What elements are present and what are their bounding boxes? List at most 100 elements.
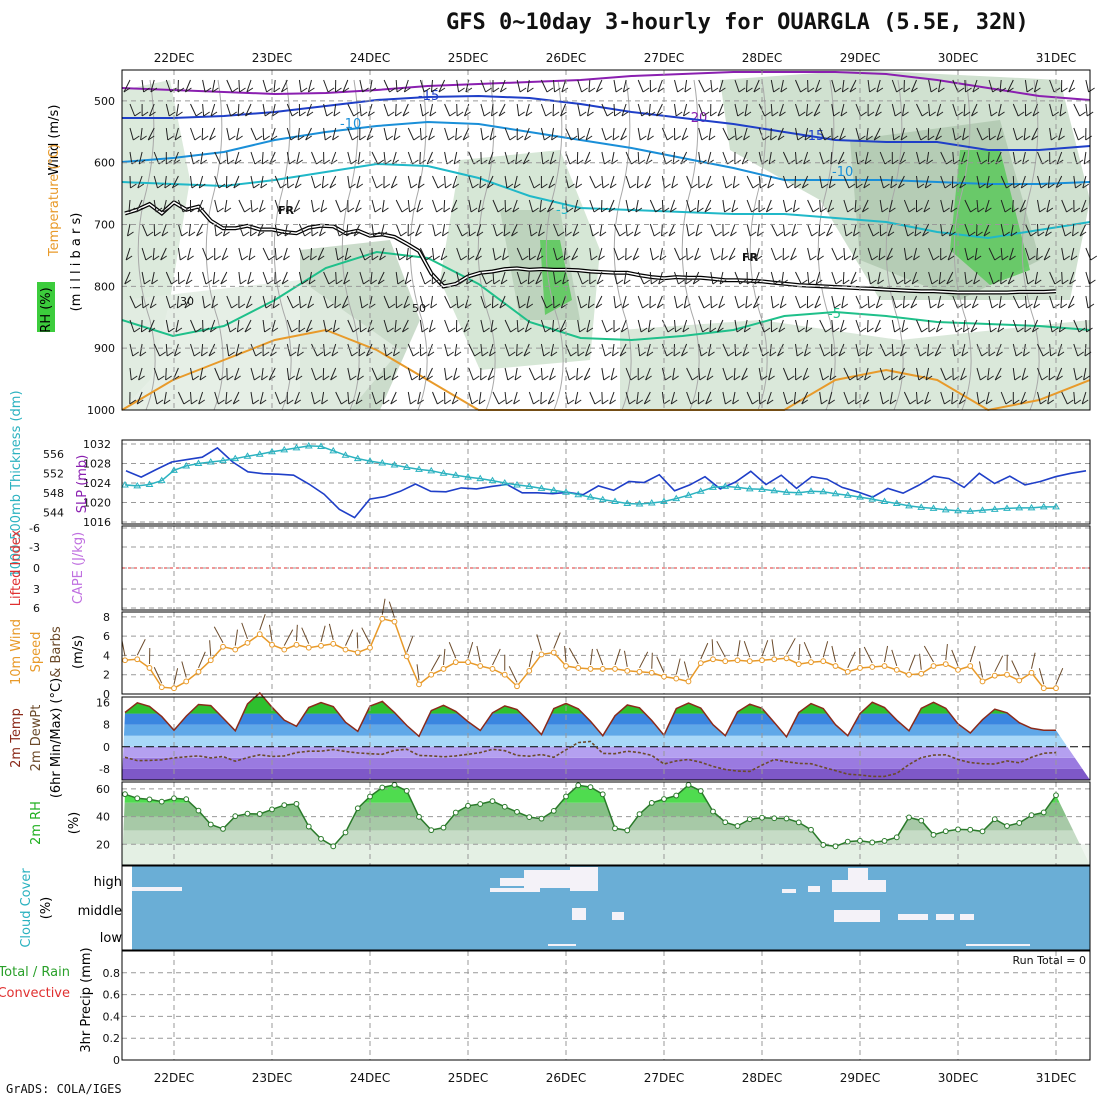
wind-barb xyxy=(202,247,208,261)
wind-barb xyxy=(917,399,924,405)
wind-barb xyxy=(270,135,278,141)
rh-tick: 40 xyxy=(96,811,110,824)
wind-barb xyxy=(357,375,364,381)
wind-barb xyxy=(500,271,506,285)
wind10m-marker xyxy=(930,663,937,669)
wind-barb xyxy=(1087,303,1095,309)
wind-barb xyxy=(770,223,778,237)
wind-barb xyxy=(719,279,727,285)
wind-barb xyxy=(226,319,231,333)
wind-barb xyxy=(226,375,234,381)
rh-marker xyxy=(710,808,716,815)
wind-barb xyxy=(643,391,651,405)
wind-barb xyxy=(793,399,801,405)
wind10m-marker xyxy=(991,672,998,679)
wind-barb xyxy=(674,319,677,333)
wind-barb xyxy=(1012,103,1019,117)
wind-barb xyxy=(544,135,551,141)
wind-barb xyxy=(444,103,451,117)
wind-barb xyxy=(637,183,644,189)
wind-barb xyxy=(571,255,578,261)
wind-barb xyxy=(1027,279,1035,285)
wind-barb xyxy=(952,103,958,117)
wind-barb xyxy=(315,375,323,381)
wind-barb xyxy=(646,351,654,357)
wind-barb xyxy=(295,367,300,381)
wind-barb xyxy=(837,159,845,165)
wind10m-marker xyxy=(342,646,349,653)
wind-barb xyxy=(350,375,357,381)
wind-barb xyxy=(950,199,954,213)
wind-barb xyxy=(246,303,253,309)
wind-barb xyxy=(1022,159,1029,165)
wind-barb xyxy=(492,199,499,213)
rh-contour xyxy=(749,79,768,411)
wind-barb xyxy=(760,183,767,189)
thickness-marker xyxy=(353,454,362,462)
wind-barb-10m xyxy=(553,632,561,649)
cloud-gap xyxy=(548,944,576,946)
wind-barb xyxy=(250,151,256,165)
wind-barb xyxy=(828,399,835,405)
precip-tick: 0.8 xyxy=(103,967,121,980)
wind-barb xyxy=(330,375,337,381)
wind-barb xyxy=(838,343,845,357)
li-tick: 3 xyxy=(33,583,40,596)
wind-barb-10m xyxy=(743,641,751,658)
wind-barb xyxy=(139,351,147,357)
wind10m-marker xyxy=(538,651,545,658)
wind-barb xyxy=(731,207,739,213)
wind-barb xyxy=(163,399,171,405)
thickness-tick: 544 xyxy=(43,506,64,519)
wind-barb xyxy=(286,343,291,357)
wind-barb xyxy=(409,207,416,213)
wind-barb xyxy=(928,103,931,117)
wind-barb xyxy=(642,87,650,93)
wind-barb xyxy=(303,255,310,261)
wind-barb xyxy=(670,391,675,405)
wind-barb xyxy=(855,319,861,333)
wind-barb xyxy=(792,199,796,213)
thickness-marker xyxy=(635,499,644,507)
wind-barb xyxy=(706,375,714,381)
wind-barb xyxy=(286,367,290,381)
wind-barb xyxy=(165,79,172,93)
wind-barb xyxy=(391,375,399,381)
wind-barb xyxy=(840,103,845,117)
wind-barb xyxy=(172,183,179,189)
wind-barb xyxy=(741,151,748,165)
wind-barb xyxy=(139,343,143,357)
wind-barb xyxy=(903,303,910,309)
wind-barb xyxy=(705,175,712,189)
wind-barb xyxy=(625,199,630,213)
wind-barb xyxy=(335,247,339,261)
wind-barb xyxy=(160,255,167,261)
wind-barb xyxy=(429,103,433,117)
wind-barb xyxy=(1052,111,1059,117)
wind-barb xyxy=(656,111,663,117)
wind-barb xyxy=(453,367,458,381)
wind-barb xyxy=(843,223,847,237)
wind-barb xyxy=(355,391,361,405)
wind-barb-10m xyxy=(798,644,801,661)
wind-barb xyxy=(965,87,972,93)
isotherm-label: -15 xyxy=(803,129,824,144)
rh-marker xyxy=(269,806,275,813)
wind-barb xyxy=(1037,231,1045,237)
date-label-top: 26DEC xyxy=(546,51,586,65)
wind10m-marker xyxy=(158,684,165,691)
wind-barb xyxy=(404,87,411,93)
wind-barb-10m xyxy=(536,634,542,651)
wind-barb xyxy=(850,271,857,285)
wind-barb xyxy=(371,175,377,189)
wind-barb xyxy=(884,375,891,381)
wind-barb xyxy=(916,391,918,405)
wind-barb xyxy=(696,199,700,213)
wind-barb xyxy=(525,103,530,117)
slp-thickness-panel xyxy=(121,439,1091,525)
wind-barb xyxy=(898,375,906,381)
wind-barb xyxy=(196,231,203,237)
wind-barb xyxy=(214,199,219,213)
wind-barb xyxy=(191,399,198,405)
wind-barb xyxy=(681,127,688,141)
